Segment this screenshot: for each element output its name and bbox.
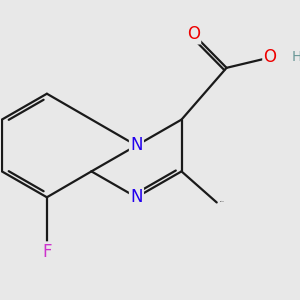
Text: F: F [42, 243, 52, 261]
Text: N: N [130, 136, 143, 154]
Text: methyl: methyl [220, 201, 225, 202]
Text: O: O [263, 49, 277, 67]
Text: N: N [130, 188, 143, 206]
Text: H: H [292, 50, 300, 64]
Text: O: O [187, 25, 200, 43]
